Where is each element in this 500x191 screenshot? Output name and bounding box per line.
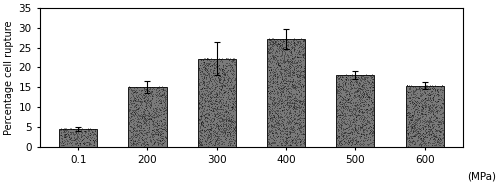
- Bar: [198, 59, 236, 146]
- Bar: [336, 75, 374, 146]
- Y-axis label: Percentage cell rupture: Percentage cell rupture: [4, 20, 14, 135]
- Text: (MPa): (MPa): [467, 172, 496, 181]
- Bar: [128, 87, 166, 146]
- Bar: [59, 129, 98, 146]
- Bar: [406, 86, 444, 146]
- Bar: [267, 39, 305, 146]
